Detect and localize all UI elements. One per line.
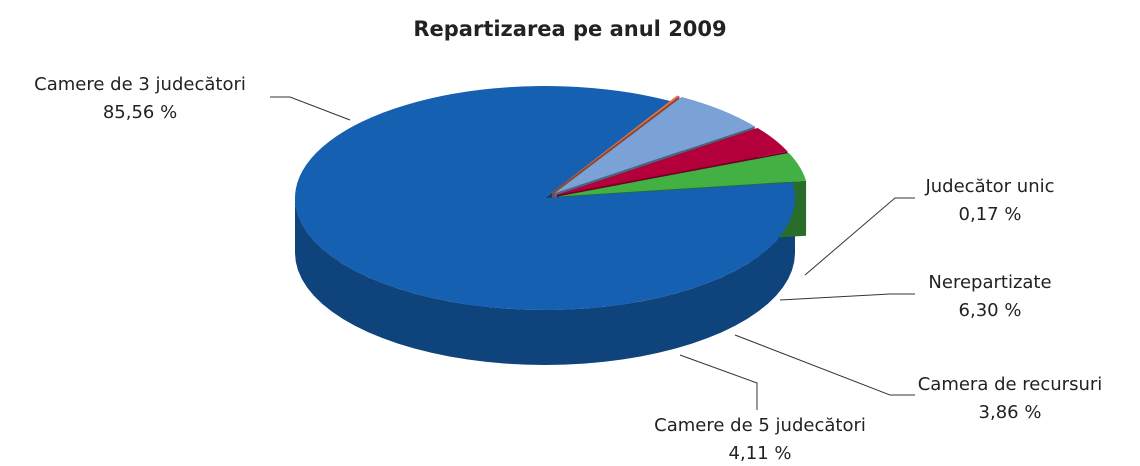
chart-title: Repartizarea pe anul 2009 xyxy=(413,17,726,41)
pie-tops xyxy=(295,86,807,311)
slice-value-label: 85,56 % xyxy=(103,102,177,123)
pie-slice xyxy=(554,96,755,194)
slice-label: Judecător unic xyxy=(924,176,1054,197)
slice-value-label: 3,86 % xyxy=(979,402,1042,423)
slice-value-label: 4,11 % xyxy=(729,443,792,464)
pie-slice xyxy=(295,86,795,311)
slice-label: Camere de 3 judecători xyxy=(34,74,246,95)
slice-value-label: 6,30 % xyxy=(959,300,1022,321)
slice-label: Camere de 5 judecători xyxy=(654,415,866,436)
pie-slice xyxy=(552,95,680,193)
pie-slice xyxy=(558,152,807,197)
leader-line xyxy=(734,334,915,396)
leader-line xyxy=(779,293,915,301)
slice-value-label: 0,17 % xyxy=(959,204,1022,225)
leader-line xyxy=(804,197,915,276)
pie-slice xyxy=(557,127,788,195)
leader-line xyxy=(679,354,758,410)
pie-wall xyxy=(295,198,795,365)
slice-label: Camera de recursuri xyxy=(918,374,1103,395)
slice-label: Nerepartizate xyxy=(928,272,1051,293)
leader-line xyxy=(270,96,351,121)
